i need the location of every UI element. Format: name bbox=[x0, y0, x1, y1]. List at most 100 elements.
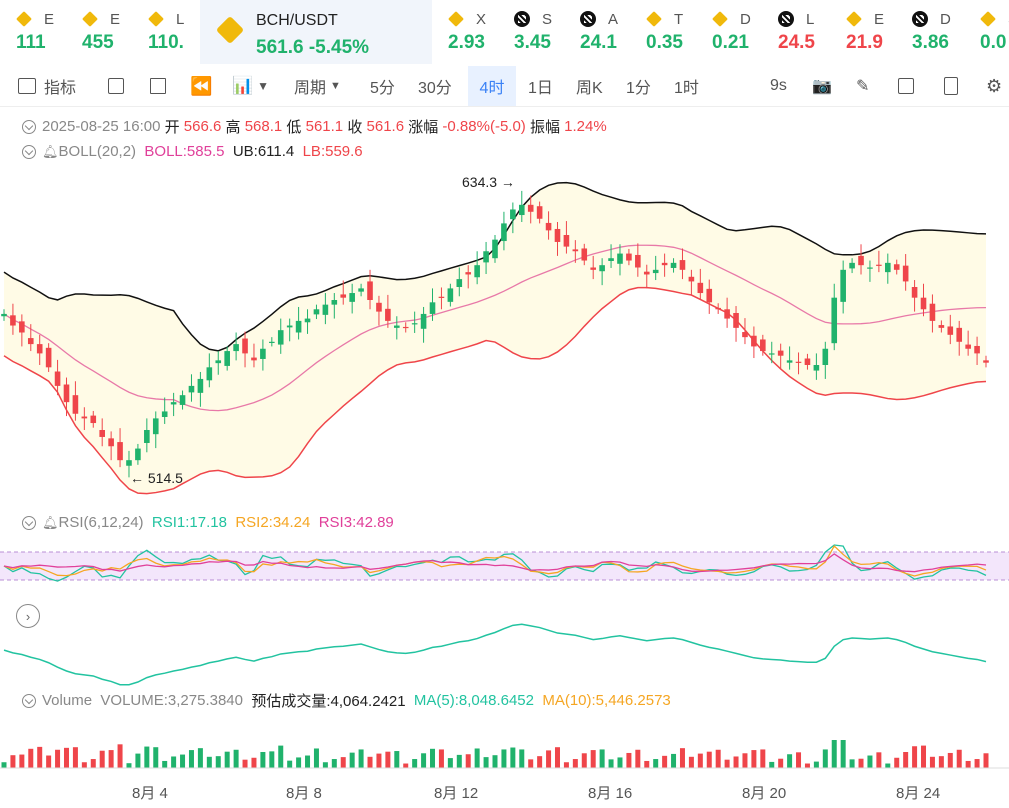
active-ticker[interactable]: BCH/USDT 561.6 -5.45% bbox=[200, 0, 432, 64]
collapse-icon[interactable] bbox=[22, 515, 36, 530]
ticker-item[interactable]: L 24.5 bbox=[778, 6, 834, 60]
candle-body bbox=[733, 313, 739, 328]
volume-bar bbox=[376, 753, 382, 768]
candle-body bbox=[885, 262, 891, 273]
volume-bar bbox=[733, 756, 739, 768]
collapse-icon[interactable] bbox=[22, 144, 36, 159]
ticker-price: 0.35 bbox=[646, 32, 683, 53]
candle-body bbox=[456, 279, 463, 287]
ticker-item[interactable]: E 455 bbox=[82, 6, 138, 60]
change-value: -0.88%(-5.0) bbox=[442, 118, 526, 135]
ticker-price: 21.9 bbox=[846, 32, 883, 53]
calculator-icon[interactable] bbox=[944, 66, 958, 106]
candle-body bbox=[233, 344, 239, 352]
ticker-symbol: D bbox=[940, 10, 951, 28]
collapse-icon[interactable] bbox=[22, 119, 36, 134]
candle-body bbox=[277, 330, 284, 345]
volume-bar bbox=[590, 750, 596, 768]
volume-bar bbox=[688, 756, 694, 768]
camera-icon[interactable]: 📷 bbox=[812, 78, 832, 95]
candle-body bbox=[876, 264, 882, 266]
volume-estimate: 预估成交量:4,064.2421 bbox=[251, 693, 406, 710]
candle-body bbox=[492, 239, 498, 259]
chart-type-dropdown[interactable]: 📊 ▼ bbox=[232, 66, 269, 106]
ticker-item[interactable]: E 111 bbox=[16, 6, 72, 60]
volume-bar bbox=[438, 749, 444, 768]
volume-bar bbox=[412, 759, 418, 768]
candle-body bbox=[152, 418, 159, 435]
chevron-right-icon[interactable]: › bbox=[16, 604, 40, 628]
candle-body bbox=[751, 335, 757, 347]
ticker-item[interactable]: E 21.9 bbox=[846, 6, 902, 60]
candle-body bbox=[777, 350, 784, 356]
pen-icon[interactable]: ✎ bbox=[856, 78, 870, 95]
ticker-item[interactable]: X 2.93 bbox=[448, 6, 504, 60]
interval-1m[interactable]: 1分 bbox=[626, 80, 651, 97]
volume-bar bbox=[867, 755, 873, 768]
collapse-icon[interactable] bbox=[22, 693, 36, 708]
volume-bar bbox=[55, 749, 61, 768]
interval-4h[interactable]: 4时 bbox=[468, 66, 516, 106]
volume-bar bbox=[537, 756, 543, 768]
divider bbox=[0, 106, 1009, 107]
okx-icon bbox=[514, 11, 530, 27]
volume-bar bbox=[126, 763, 132, 768]
volume-bar bbox=[367, 756, 373, 768]
rewind-icon[interactable]: ⏪ bbox=[190, 75, 213, 96]
candle-body bbox=[170, 402, 177, 405]
interval-30m[interactable]: 30分 bbox=[418, 80, 452, 97]
okx-icon bbox=[912, 11, 928, 27]
volume-bar bbox=[63, 747, 69, 768]
boll-lower-line bbox=[3, 286, 987, 495]
close-value: 561.6 bbox=[366, 118, 405, 135]
candle-body bbox=[706, 288, 713, 303]
volume-bar bbox=[894, 757, 900, 768]
candle-body bbox=[965, 344, 971, 349]
interval-1d[interactable]: 1日 bbox=[528, 80, 553, 97]
layout-icon[interactable] bbox=[108, 66, 124, 106]
ticker-item[interactable]: T 0.35 bbox=[646, 6, 702, 60]
ticker-item[interactable]: L 110. bbox=[148, 6, 204, 60]
volume-bar bbox=[822, 749, 828, 768]
interval-5m[interactable]: 5分 bbox=[370, 80, 395, 97]
volume-bar bbox=[831, 740, 837, 768]
panel-expand[interactable]: › bbox=[16, 604, 40, 628]
candle-body bbox=[768, 353, 775, 355]
x-axis-label: 8月 8 bbox=[286, 785, 322, 802]
x-axis-label: 8月 12 bbox=[434, 785, 479, 802]
ticker-item[interactable]: S 3.45 bbox=[514, 6, 570, 60]
volume-ma10: MA(10):5,446.2573 bbox=[542, 692, 671, 709]
candle-body bbox=[242, 338, 248, 354]
candle-body bbox=[652, 269, 659, 274]
bell-icon[interactable]: 🔔︎ bbox=[42, 143, 59, 159]
volume-bar bbox=[947, 752, 953, 768]
bell-icon[interactable]: 🔔︎ bbox=[42, 514, 59, 530]
ticker-symbol: L bbox=[176, 10, 185, 28]
candle-body bbox=[938, 325, 945, 328]
candle-body bbox=[724, 309, 730, 319]
volume-bar bbox=[742, 753, 748, 768]
interval-1h[interactable]: 1时 bbox=[674, 80, 699, 97]
boll-legend: 🔔︎ BOLL(20,2) BOLL:585.5 UB:611.4 LB:559… bbox=[22, 143, 363, 160]
interval-week[interactable]: 周K bbox=[576, 80, 603, 97]
candle-body bbox=[206, 367, 213, 381]
volume-bar bbox=[956, 749, 962, 768]
rsi-legend: 🔔︎ RSI(6,12,24) RSI1:17.18 RSI2:34.24 RS… bbox=[22, 514, 394, 531]
volume-bar bbox=[394, 751, 400, 768]
volume-bar bbox=[572, 759, 578, 768]
candle-body bbox=[286, 325, 293, 328]
period-dropdown[interactable]: 周期 ▼ bbox=[294, 66, 341, 106]
indicators-button[interactable]: 指标 bbox=[18, 66, 76, 106]
volume-bar bbox=[813, 761, 819, 768]
ticker-item[interactable]: D 0.21 bbox=[712, 6, 768, 60]
candle-body bbox=[45, 347, 52, 368]
amplitude-label: 振幅 bbox=[529, 119, 560, 136]
indicator-chart-icon bbox=[18, 78, 36, 94]
add-window-icon[interactable] bbox=[898, 66, 914, 106]
ticker-item[interactable]: D 3.86 bbox=[912, 6, 968, 60]
settings-icon[interactable]: ⚙ bbox=[986, 75, 1003, 96]
ticker-item[interactable]: A 24.1 bbox=[580, 6, 636, 60]
split-view-icon[interactable] bbox=[150, 66, 166, 106]
volume-bar bbox=[769, 761, 775, 768]
